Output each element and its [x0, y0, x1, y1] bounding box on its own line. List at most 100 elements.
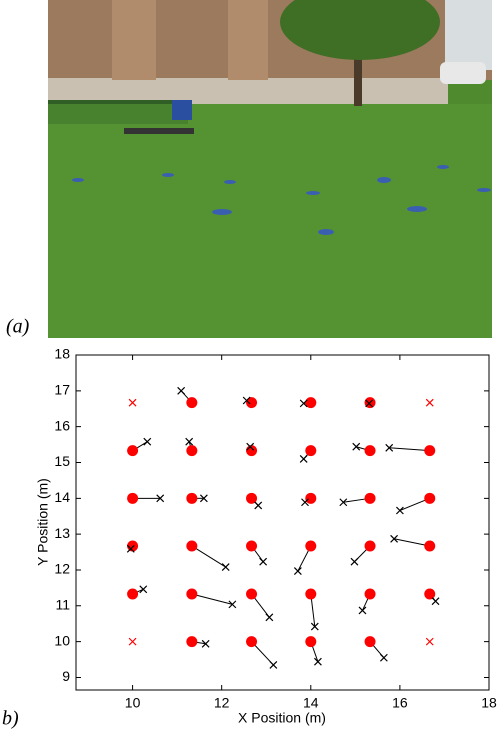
anchor-marker — [128, 398, 137, 407]
true-position — [186, 445, 198, 457]
true-position — [424, 445, 436, 457]
x-axis-label: X Position (m) — [238, 710, 326, 726]
estimate-marker — [269, 660, 278, 669]
true-position — [246, 397, 258, 409]
error-line — [394, 538, 430, 547]
estimate-marker — [365, 399, 374, 408]
tree-crown — [280, 0, 440, 60]
plot-frame — [75, 354, 490, 691]
windows — [445, 0, 492, 70]
error-line — [191, 593, 233, 605]
true-position — [305, 492, 317, 504]
estimate-marker — [299, 454, 308, 463]
panel-label: (a) — [6, 316, 30, 338]
lawn — [48, 104, 492, 338]
estimate-marker — [185, 437, 194, 446]
true-position — [364, 492, 376, 504]
estimate-marker — [199, 494, 208, 503]
estimate-marker — [254, 501, 263, 510]
x-tick-label: 10 — [125, 695, 141, 711]
anchor-marker — [425, 398, 434, 407]
error-line — [389, 447, 430, 452]
estimate-marker — [265, 613, 274, 622]
y-tick-label: 15 — [54, 453, 70, 469]
true-position — [424, 588, 436, 600]
true-position — [246, 540, 258, 552]
x-tick-label: 14 — [303, 695, 319, 711]
x-tick-label: 12 — [214, 695, 230, 711]
tree-trunk — [354, 20, 362, 106]
y-tick-label: 9 — [62, 668, 70, 684]
sensor-nodes — [72, 165, 491, 235]
y-tick-label: 12 — [54, 561, 70, 577]
panel-label: b) — [2, 708, 19, 730]
y-tick-label: 11 — [55, 597, 70, 613]
equipment — [124, 128, 194, 134]
anchor-marker — [128, 637, 137, 646]
estimate-marker — [299, 399, 308, 408]
y-tick-label: 18 — [54, 346, 70, 362]
photo: (a) — [6, 0, 492, 338]
estimate-marker — [228, 600, 237, 609]
x-tick-label: 18 — [481, 695, 497, 711]
estimate-marker — [143, 437, 152, 446]
pillar — [228, 0, 268, 80]
estimate-marker — [339, 498, 348, 507]
anchor-marker — [425, 637, 434, 646]
estimate-marker — [352, 442, 361, 451]
true-position — [305, 636, 317, 648]
estimate-marker — [221, 563, 230, 572]
estimate-marker — [201, 639, 210, 648]
estimate-marker — [310, 622, 319, 631]
estimate-marker — [177, 386, 186, 395]
true-position — [127, 445, 139, 457]
estimate-marker — [385, 443, 394, 452]
true-position — [305, 445, 317, 457]
y-tick-label: 14 — [54, 489, 70, 505]
estimate-marker — [395, 506, 404, 515]
true-position — [364, 588, 376, 600]
true-position — [127, 540, 139, 552]
estimate-marker — [390, 534, 399, 543]
y-tick-label: 13 — [54, 525, 70, 541]
estimate-marker — [126, 544, 135, 553]
true-position — [186, 492, 198, 504]
estimate-marker — [358, 606, 367, 615]
true-position — [364, 540, 376, 552]
estimate-marker — [379, 653, 388, 662]
true-position — [305, 397, 317, 409]
true-position — [364, 636, 376, 648]
estimate-marker — [156, 494, 165, 503]
y-tick-label: 10 — [54, 632, 70, 648]
true-position — [127, 492, 139, 504]
true-position — [246, 588, 258, 600]
y-tick-label: 17 — [54, 382, 70, 398]
estimate-marker — [293, 567, 302, 575]
true-position — [364, 445, 376, 457]
x-tick-label: 16 — [392, 695, 408, 711]
estimate-marker — [139, 585, 148, 594]
estimate-marker — [242, 396, 251, 405]
estimate-marker — [259, 557, 268, 566]
y-axis-label: Y Position (m) — [35, 478, 51, 566]
true-position — [186, 540, 198, 552]
true-position — [246, 445, 258, 457]
true-position — [305, 540, 317, 552]
estimate-marker — [313, 657, 322, 666]
true-position — [127, 588, 139, 600]
estimate-marker — [301, 498, 309, 507]
true-position — [186, 397, 198, 409]
estimate-marker — [431, 597, 440, 606]
true-position — [186, 636, 198, 648]
true-position — [186, 588, 198, 600]
pillar — [112, 0, 156, 80]
estimate-marker — [246, 442, 255, 451]
true-position — [305, 588, 317, 600]
true-position — [424, 492, 436, 504]
laptop-box — [172, 100, 192, 120]
building-base — [48, 78, 448, 104]
true-position — [424, 540, 436, 552]
error-line — [191, 545, 226, 568]
estimate-marker — [350, 557, 359, 566]
